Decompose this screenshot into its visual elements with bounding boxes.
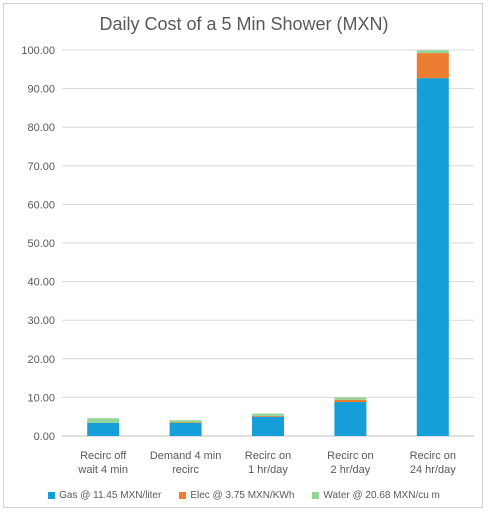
x-category-label: 2 hr/day <box>331 464 371 476</box>
y-tick-label: 20.00 <box>27 354 55 366</box>
y-tick-label: 60.00 <box>27 199 55 211</box>
y-tick-label: 90.00 <box>27 84 55 96</box>
bar-segment <box>252 415 284 417</box>
legend-item: Water @ 20.68 MXN/cu m <box>312 490 440 501</box>
legend-item: Gas @ 11.45 MXN/liter <box>48 490 161 501</box>
y-tick-label: 40.00 <box>27 277 55 289</box>
x-category-label: Recirc on <box>410 450 456 462</box>
bar-segment <box>334 399 367 403</box>
y-tick-label: 30.00 <box>27 315 55 327</box>
bar-segment <box>252 416 284 436</box>
bar-segment <box>416 53 449 79</box>
y-tick-label: 70.00 <box>27 161 55 173</box>
bar-segment <box>87 418 120 423</box>
y-tick-label: 10.00 <box>27 392 55 404</box>
bar-segment <box>334 402 367 436</box>
chart-legend: Gas @ 11.45 MXN/liter Elec @ 3.75 MXN/KWh… <box>4 490 484 501</box>
y-tick-label: 100.00 <box>21 45 55 57</box>
bar-segment <box>169 422 202 423</box>
chart-frame: Daily Cost of a 5 Min Shower (MXN) 0.00 1… <box>3 3 483 508</box>
chart-title: Daily Cost of a 5 Min Shower (MXN) <box>99 14 389 34</box>
bar-segment <box>252 413 284 416</box>
legend-label: Elec @ 3.75 MXN/KWh <box>190 490 295 501</box>
legend-swatch <box>312 492 320 499</box>
legend-item: Elec @ 3.75 MXN/KWh <box>179 490 294 501</box>
x-category-label: Recirc on <box>245 450 291 462</box>
x-category-label: 1 hr/day <box>248 464 288 476</box>
y-tick-label: 80.00 <box>27 122 55 134</box>
bar-segment <box>416 50 449 54</box>
y-tick-label: 50.00 <box>27 238 55 250</box>
legend-label: Gas @ 11.45 MXN/liter <box>59 490 162 501</box>
x-category-label: 24 hr/day <box>410 464 456 476</box>
legend-swatch <box>48 492 56 499</box>
legend-label: Water @ 20.68 MXN/cu m <box>323 490 440 501</box>
x-category-label: Recirc on <box>327 450 373 462</box>
x-category-label: wait 4 min <box>77 464 128 476</box>
bar-segment <box>169 420 202 423</box>
legend-swatch <box>179 492 187 499</box>
x-category-label: recirc <box>172 464 199 476</box>
bar-segment <box>87 422 120 436</box>
bar-segment <box>416 78 449 436</box>
bar-segment <box>334 397 367 400</box>
y-tick-label: 0.00 <box>34 431 55 443</box>
bar-segment <box>169 422 202 436</box>
bar-chart: 0.00 10.00 20.00 30.00 40.00 50.00 60.00 70.00 8… <box>21 45 474 476</box>
x-category-label: Recirc off <box>80 450 127 462</box>
x-category-label: Demand 4 min <box>150 450 222 462</box>
